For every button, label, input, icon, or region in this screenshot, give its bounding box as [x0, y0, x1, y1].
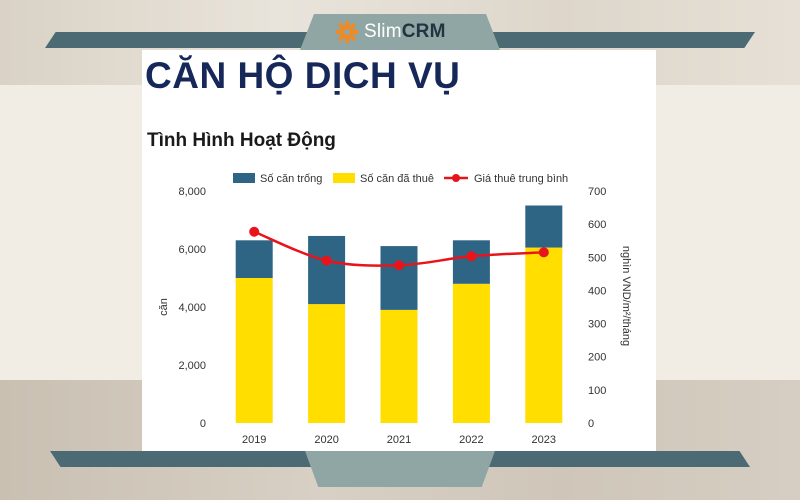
y2-tick-label: 100 — [588, 385, 606, 397]
legend-label: Giá thuê trung bình — [474, 173, 568, 185]
bar-empty — [452, 240, 490, 284]
y2-tick-label: 500 — [588, 252, 606, 264]
x-tick-label: 2019 — [242, 434, 266, 446]
chart-title: Tình Hình Hoạt Động — [147, 130, 336, 151]
bar-rented — [235, 278, 273, 423]
y2-axis-label: nghìn VND/m²/tháng — [620, 246, 632, 346]
x-tick-label: 2021 — [387, 434, 411, 446]
bar-rented — [380, 309, 418, 423]
y-tick-label: 4,000 — [178, 302, 206, 314]
y-tick-label: 8,000 — [178, 186, 206, 198]
gear-icon — [336, 21, 358, 43]
logo-tab — [300, 14, 500, 50]
brand-name: SlimCRM — [364, 21, 446, 43]
bar-empty — [308, 235, 346, 305]
brand-name-part1: Slim — [364, 21, 402, 42]
bar-empty — [525, 205, 563, 248]
legend-label: Số căn trống — [260, 173, 322, 185]
bar-rented — [525, 247, 563, 423]
x-tick-label: 2023 — [532, 434, 556, 446]
price-point — [321, 255, 332, 266]
price-point — [249, 226, 260, 237]
bar-rented — [308, 304, 346, 423]
price-point — [394, 260, 404, 271]
y-tick-label: 0 — [200, 418, 206, 430]
y-tick-label: 6,000 — [178, 244, 206, 256]
footer-tab — [305, 451, 495, 487]
legend-marker — [452, 174, 460, 182]
price-point — [466, 251, 477, 262]
y2-tick-label: 300 — [588, 319, 606, 331]
brand-name-part2: CRM — [401, 21, 446, 42]
page-title: CĂN HỘ DỊCH VỤ — [145, 55, 461, 96]
y2-tick-label: 400 — [588, 285, 606, 297]
y-tick-label: 2,000 — [178, 360, 206, 372]
bar-empty — [380, 246, 418, 310]
y2-tick-label: 200 — [588, 352, 606, 364]
x-tick-label: 2022 — [459, 434, 483, 446]
y2-tick-label: 600 — [588, 219, 606, 231]
legend-swatch — [333, 173, 355, 183]
y-axis-label: căn — [158, 298, 170, 316]
price-point — [538, 247, 549, 258]
bar-empty — [235, 240, 273, 278]
brand-logo: SlimCRM — [336, 18, 446, 46]
y2-tick-label: 700 — [588, 186, 606, 198]
legend-swatch — [233, 173, 255, 183]
legend-label: Số căn đã thuê — [360, 173, 434, 185]
x-tick-label: 2020 — [314, 434, 338, 446]
bar-rented — [452, 283, 490, 423]
y2-tick-label: 0 — [588, 418, 594, 430]
